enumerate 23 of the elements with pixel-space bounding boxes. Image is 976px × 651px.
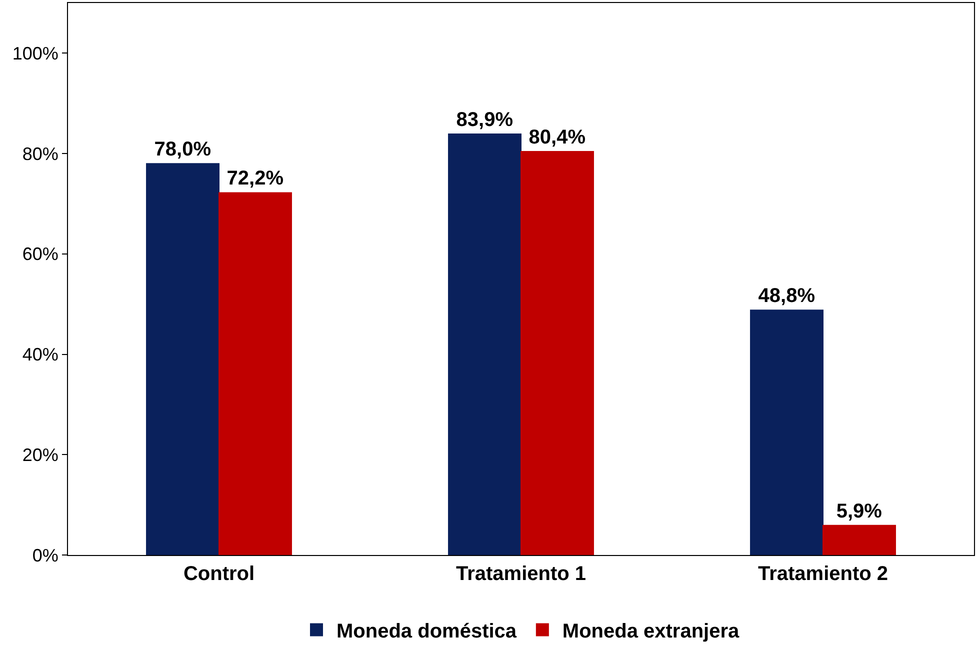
y-tick-label: 60%	[22, 244, 58, 264]
data-label: 83,9%	[456, 108, 514, 131]
bar	[822, 524, 896, 555]
data-label: 80,4%	[528, 126, 586, 149]
bar	[448, 133, 522, 555]
y-tick-label: 80%	[22, 144, 58, 164]
y-tick-label: 0%	[32, 545, 58, 566]
y-tick-label: 20%	[22, 444, 58, 465]
x-tick-label: Tratamiento 1	[456, 563, 586, 585]
bar	[520, 151, 594, 555]
data-label: 48,8%	[758, 285, 816, 308]
x-tick-label: Control	[183, 563, 255, 585]
bar	[750, 310, 824, 555]
y-tick-label: 40%	[22, 344, 58, 365]
bar	[218, 192, 292, 555]
data-label: 78,0%	[154, 138, 212, 161]
data-label: 72,2%	[226, 168, 284, 190]
legend-label: Moneda doméstica	[336, 620, 518, 642]
y-tick-label: 100%	[12, 43, 58, 64]
bar	[146, 163, 220, 555]
data-label: 5,9%	[836, 500, 882, 522]
x-tick-label: Tratamiento 2	[758, 563, 888, 585]
legend-label: Moneda extranjera	[562, 620, 740, 642]
